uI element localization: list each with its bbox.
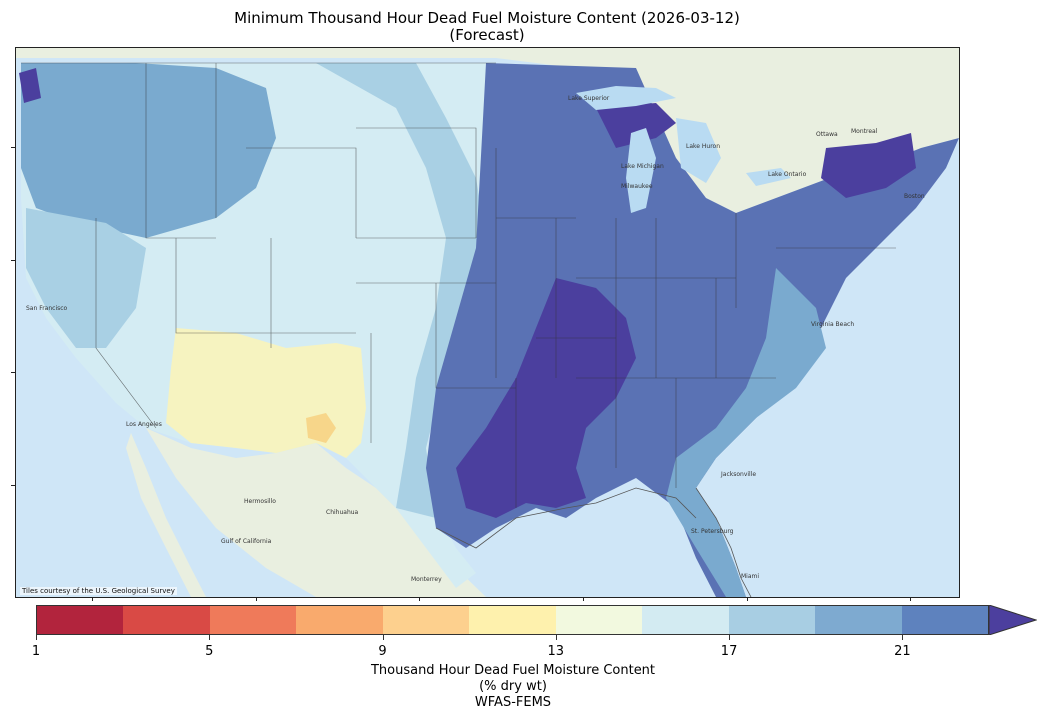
colorbar-segment: [642, 606, 729, 634]
colorbar-source: WFAS-FEMS: [474, 695, 552, 710]
zone-very-wet-michigan: [596, 103, 676, 148]
colorbar-units: (% dry wt): [479, 679, 547, 694]
zone-light-nw: [26, 208, 146, 348]
lake-ontario: [746, 168, 791, 186]
label-miami: Miami: [741, 573, 759, 580]
label-hermosillo: Hermosillo: [244, 498, 276, 505]
map-credit: Tiles courtesy of the U.S. Geological Su…: [20, 587, 177, 595]
zone-light-central: [316, 63, 486, 518]
colorbar-segment: [901, 606, 988, 634]
x-tick: [419, 597, 420, 601]
colorbar-segment: [728, 606, 816, 634]
x-tick: [583, 597, 584, 601]
fuel-moisture-map: Lake Superior Lake Michigan Lake Huron L…: [16, 48, 959, 597]
label-ottawa: Ottawa: [816, 131, 838, 138]
y-tick: [11, 147, 15, 148]
y-tick: [11, 260, 15, 261]
x-tick: [910, 597, 911, 601]
colorbar-segment: [815, 606, 902, 634]
label-lake-superior: Lake Superior: [568, 95, 610, 102]
zone-moist-west: [21, 63, 276, 238]
lake-huron: [676, 118, 721, 183]
label-virginia-beach: Virginia Beach: [811, 321, 854, 328]
gulf-coast: [435, 487, 697, 549]
colorbar-tick-mark: [555, 635, 557, 640]
colorbar-title: Thousand Hour Dead Fuel Moisture Content: [370, 663, 656, 678]
label-boston: Boston: [904, 193, 925, 200]
florida: [695, 487, 752, 597]
x-tick: [747, 597, 748, 601]
label-lake-huron: Lake Huron: [686, 143, 720, 150]
colorbar-tick-label: 13: [547, 644, 565, 659]
label-gulf-of-california: Gulf of California: [221, 538, 272, 545]
label-jacksonville: Jacksonville: [720, 471, 756, 478]
map-panel[interactable]: Lake Superior Lake Michigan Lake Huron L…: [15, 47, 960, 598]
lake-superior: [576, 86, 676, 110]
colorbar-segment: [209, 606, 297, 634]
zone-dry-southwest: [166, 328, 366, 458]
colorbar-segment: [469, 606, 556, 634]
colorbar-tick-mark: [382, 635, 384, 640]
colorbar-segment: [123, 606, 210, 634]
colorbar-segment: [296, 606, 383, 634]
label-montreal: Montreal: [851, 128, 878, 135]
colorbar-segment: [555, 606, 643, 634]
colorbar-tick-label: 17: [720, 644, 738, 659]
zone-very-wet-northeast: [821, 133, 916, 198]
y-tick: [11, 485, 15, 486]
lake-michigan: [626, 128, 656, 213]
colorbar-tick-label: 1: [31, 644, 41, 659]
colorbar-tick-label: 9: [378, 644, 387, 659]
chart-title: Minimum Thousand Hour Dead Fuel Moisture…: [234, 9, 740, 27]
label-san-francisco: San Francisco: [26, 305, 68, 312]
zone-moist-southeast: [666, 268, 826, 597]
colorbar-tick-mark: [902, 635, 904, 640]
zone-driest-spot: [306, 413, 336, 443]
colorbar-extend-arrow: [989, 605, 1037, 635]
x-tick: [92, 597, 93, 601]
y-tick: [11, 372, 15, 373]
label-monterrey: Monterrey: [411, 576, 442, 583]
label-lake-michigan: Lake Michigan: [621, 163, 664, 170]
colorbar: [36, 605, 989, 635]
label-chihuahua: Chihuahua: [326, 509, 359, 516]
zone-very-wet-pnw: [19, 68, 41, 103]
label-lake-ontario: Lake Ontario: [768, 171, 807, 178]
x-tick: [256, 597, 257, 601]
canada-land: [16, 48, 959, 213]
colorbar-tick-mark: [209, 635, 211, 640]
baja-land: [126, 433, 206, 597]
mexico-land: [146, 428, 486, 597]
colorbar-tick-mark: [729, 635, 731, 640]
colorbar-tick-label: 5: [205, 644, 214, 659]
state-borders: [21, 62, 896, 508]
chart-subtitle: (Forecast): [449, 26, 525, 44]
label-milwaukee: Milwaukee: [621, 183, 653, 190]
label-los-angeles: Los Angeles: [126, 421, 162, 428]
colorbar-tick-mark: [36, 635, 37, 640]
colorbar-segment: [382, 606, 470, 634]
label-st-petersburg: St. Petersburg: [691, 528, 734, 535]
colorbar-tick-label: 21: [894, 644, 911, 659]
colorbar-segment: [37, 606, 124, 634]
